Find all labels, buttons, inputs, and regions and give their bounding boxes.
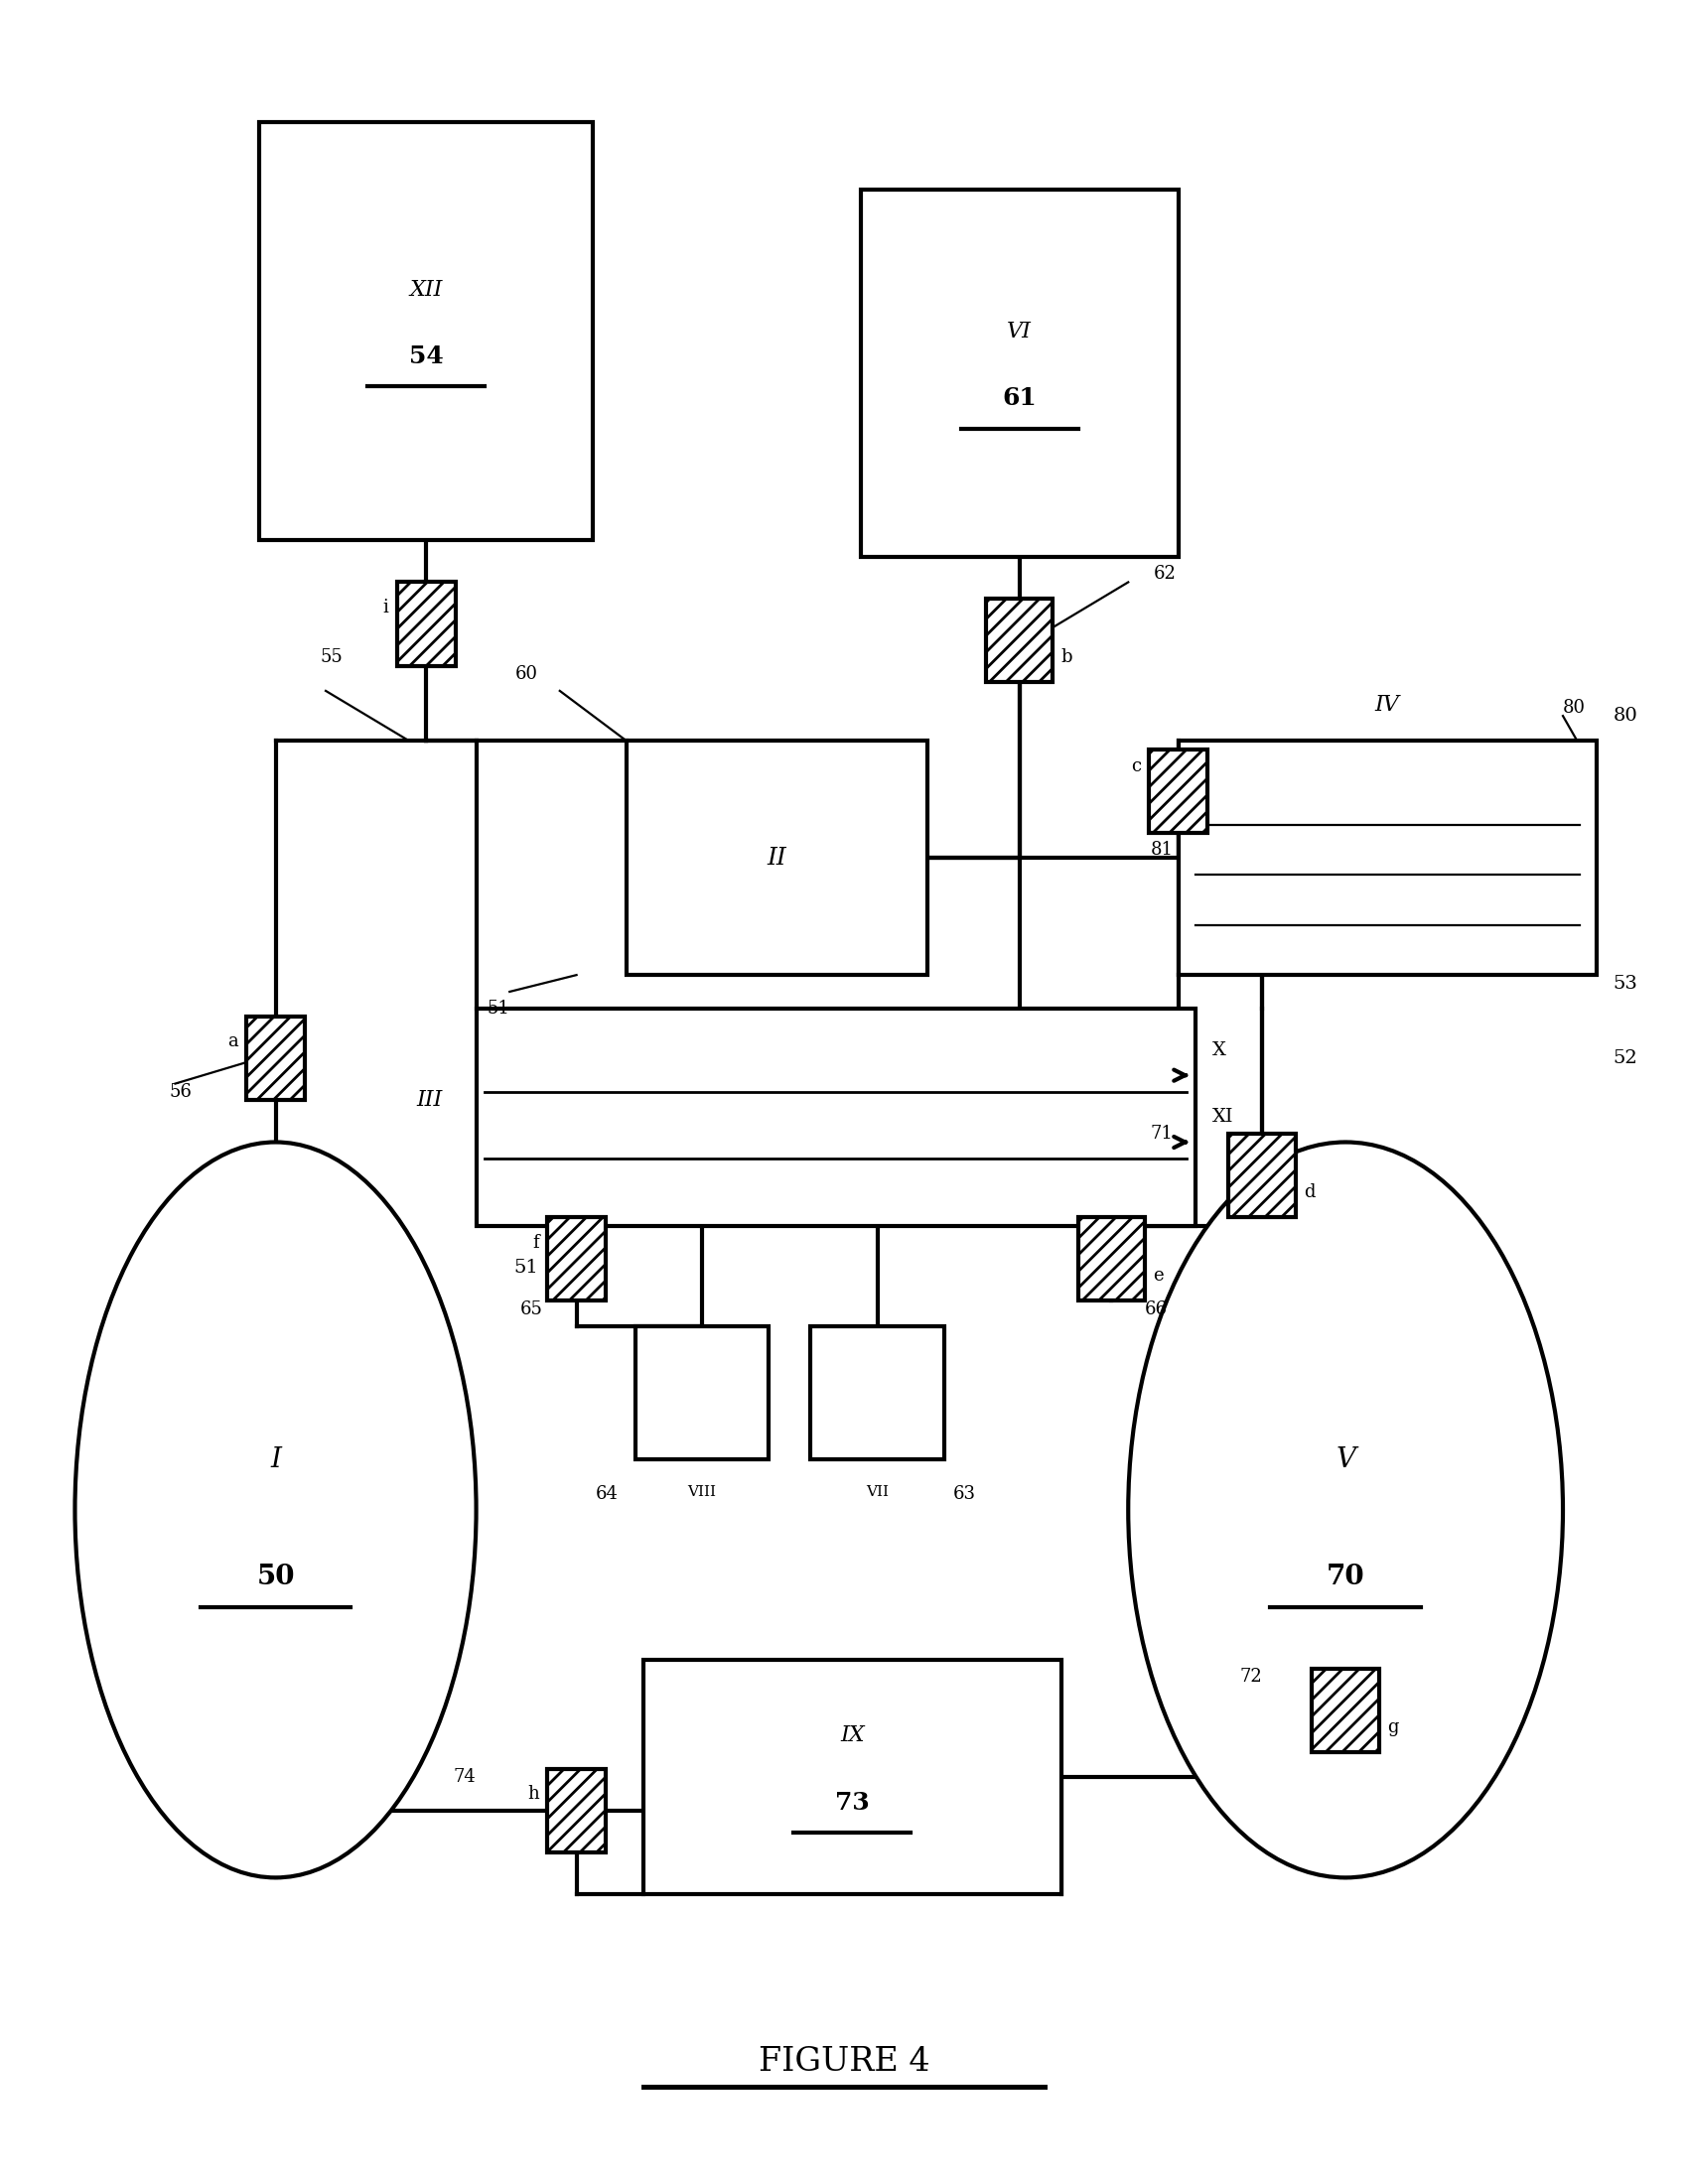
Bar — [861, 190, 1178, 557]
Text: 51: 51 — [515, 1260, 538, 1278]
Text: 74: 74 — [454, 1769, 476, 1787]
Text: 81: 81 — [1150, 841, 1173, 858]
Text: IV: IV — [1376, 695, 1399, 716]
Text: 54: 54 — [408, 345, 444, 369]
Text: c: c — [1131, 758, 1141, 775]
Text: d: d — [1303, 1184, 1315, 1201]
Bar — [1079, 1216, 1144, 1302]
Bar — [1312, 1669, 1379, 1752]
Text: III: III — [417, 1090, 442, 1112]
Text: 61: 61 — [1003, 387, 1036, 411]
Bar — [547, 1769, 606, 1852]
Text: b: b — [1062, 649, 1074, 666]
Text: g: g — [1388, 1719, 1399, 1736]
Bar — [626, 740, 928, 974]
Text: 55: 55 — [319, 649, 343, 666]
Bar — [986, 598, 1053, 681]
Ellipse shape — [1128, 1142, 1563, 1878]
Bar — [547, 1216, 606, 1302]
Text: 73: 73 — [836, 1791, 869, 1815]
Text: 80: 80 — [1563, 699, 1585, 716]
Text: 52: 52 — [1614, 1051, 1637, 1068]
Text: VI: VI — [1008, 321, 1031, 343]
Bar — [635, 1326, 768, 1459]
Text: FIGURE 4: FIGURE 4 — [758, 2046, 930, 2077]
Text: f: f — [532, 1234, 538, 1251]
Text: X: X — [1212, 1042, 1225, 1059]
Text: 70: 70 — [1327, 1564, 1364, 1590]
Text: XII: XII — [410, 280, 442, 301]
Text: a: a — [228, 1033, 238, 1051]
Bar — [246, 1018, 306, 1101]
Bar — [1178, 740, 1597, 974]
Text: 64: 64 — [596, 1485, 618, 1503]
Text: e: e — [1153, 1267, 1163, 1284]
Text: 62: 62 — [1153, 566, 1177, 583]
Text: 72: 72 — [1239, 1669, 1263, 1686]
Text: I: I — [270, 1446, 280, 1474]
Text: 71: 71 — [1150, 1125, 1173, 1142]
Text: h: h — [527, 1784, 538, 1804]
Text: 80: 80 — [1614, 708, 1637, 725]
Text: 60: 60 — [515, 666, 538, 684]
Text: VII: VII — [866, 1485, 890, 1498]
Text: 56: 56 — [169, 1083, 192, 1101]
Bar — [1150, 749, 1207, 832]
Bar — [397, 583, 456, 666]
Text: 51: 51 — [486, 1000, 510, 1018]
Text: 66: 66 — [1144, 1299, 1168, 1319]
Text: 50: 50 — [257, 1564, 295, 1590]
Bar — [258, 122, 592, 539]
Text: IX: IX — [841, 1725, 864, 1747]
Bar — [643, 1660, 1062, 1894]
Text: 53: 53 — [1614, 974, 1637, 992]
Text: 65: 65 — [520, 1299, 544, 1319]
Text: II: II — [768, 847, 787, 869]
Text: i: i — [383, 598, 388, 616]
Bar — [810, 1326, 944, 1459]
Text: XI: XI — [1212, 1107, 1234, 1127]
Bar — [476, 1009, 1195, 1225]
Ellipse shape — [74, 1142, 476, 1878]
Text: 63: 63 — [952, 1485, 976, 1503]
Bar — [1229, 1133, 1295, 1216]
Text: VIII: VIII — [687, 1485, 716, 1498]
Text: V: V — [1335, 1446, 1355, 1474]
